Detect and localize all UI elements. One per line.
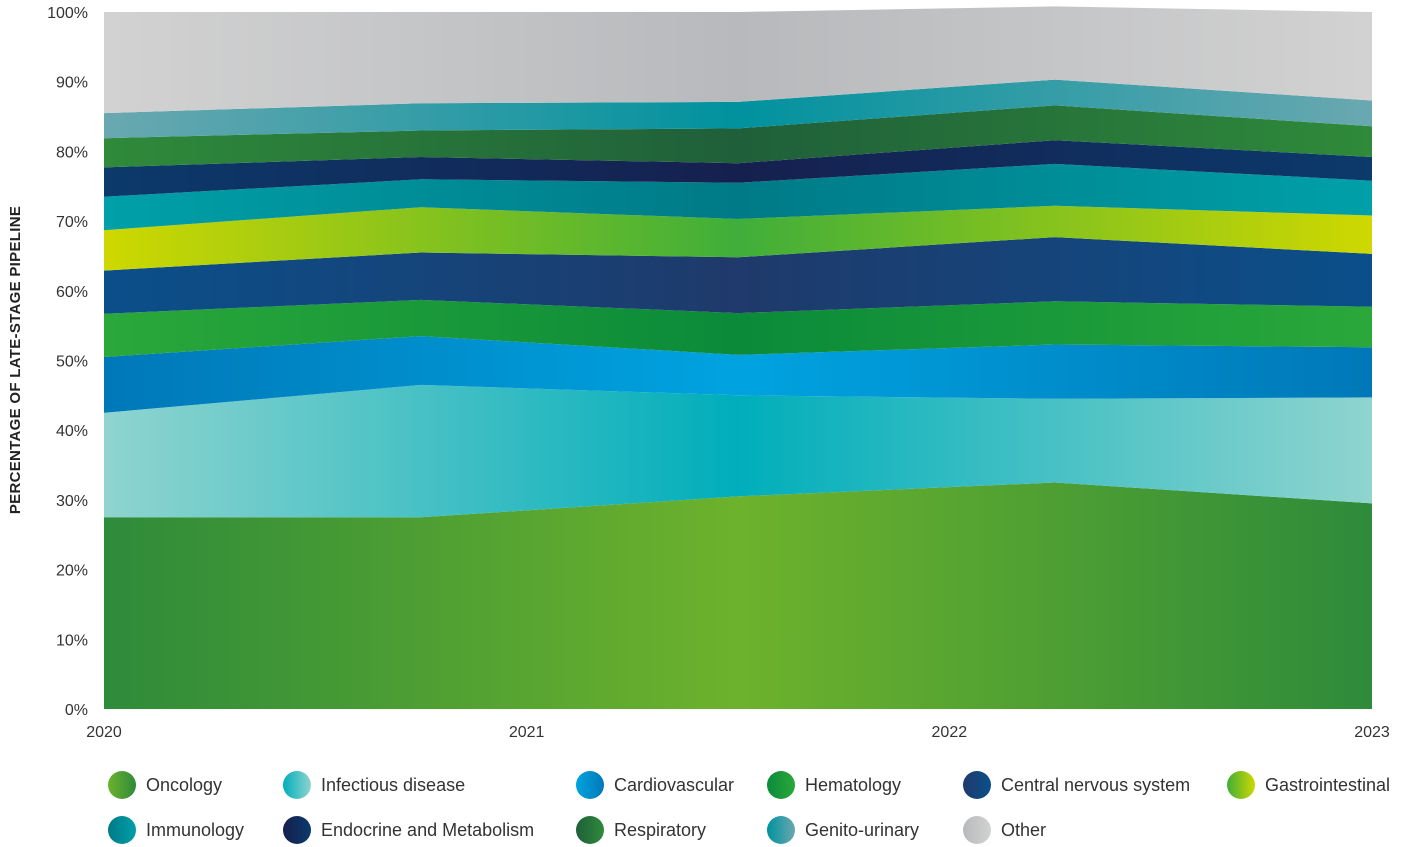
genito-urinary-swatch xyxy=(767,816,795,844)
y-tick-label: 0% xyxy=(65,702,88,719)
y-tick-label: 60% xyxy=(56,284,88,301)
area-cardiovascular xyxy=(104,336,1372,413)
x-tick-label: 2023 xyxy=(1354,724,1390,741)
legend-label: Central nervous system xyxy=(1001,774,1191,795)
x-tick-label: 2020 xyxy=(86,724,122,741)
x-axis-ticks: 2020 2021 2022 2023 xyxy=(86,724,1390,741)
area-other xyxy=(104,6,1372,114)
area-oncology xyxy=(104,482,1372,709)
legend-label: Genito-urinary xyxy=(805,819,920,840)
legend-label: Hematology xyxy=(805,774,902,795)
other-swatch xyxy=(963,816,991,844)
y-tick-label: 80% xyxy=(56,144,88,161)
legend-item-immunology: Immunology xyxy=(108,815,244,845)
area-infectious-disease xyxy=(104,384,1372,518)
immunology-swatch xyxy=(108,816,136,844)
legend-item-other: Other xyxy=(963,815,1046,845)
y-tick-label: 20% xyxy=(56,563,88,580)
central-nervous-system-swatch xyxy=(963,771,991,799)
legend-item-central-nervous-system: Central nervous system xyxy=(963,770,1190,800)
legend-item-cardiovascular: Cardiovascular xyxy=(576,770,734,800)
legend-item-respiratory: Respiratory xyxy=(576,815,706,845)
respiratory-swatch xyxy=(576,816,604,844)
legend-label: Oncology xyxy=(146,774,223,795)
legend-label: Gastrointestinal xyxy=(1265,774,1391,795)
gastrointestinal-swatch xyxy=(1227,771,1255,799)
legend-label: Infectious disease xyxy=(321,774,466,795)
infectious-disease-swatch xyxy=(283,771,311,799)
legend-label: Other xyxy=(1001,819,1047,840)
area-hematology xyxy=(104,299,1372,357)
stacked-area-chart: 0%10%20%30%40%50%60%70%80%90%100% 2020 20… xyxy=(7,5,1390,741)
hematology-swatch xyxy=(767,771,795,799)
legend-item-endocrine-and-metabolism: Endocrine and Metabolism xyxy=(283,815,534,845)
y-tick-label: 90% xyxy=(56,75,88,92)
area-respiratory xyxy=(104,105,1372,168)
legend-label: Immunology xyxy=(146,819,245,840)
x-tick-label: 2021 xyxy=(509,724,545,741)
endocrine-metabolism-swatch xyxy=(283,816,311,844)
legend-item-oncology: Oncology xyxy=(108,770,222,800)
legend-item-hematology: Hematology xyxy=(767,770,901,800)
y-axis-label: PERCENTAGE OF LATE-STAGE PIPELINE xyxy=(7,206,24,514)
area-endocrine-and-metabolism xyxy=(104,140,1372,197)
area-genito-urinary xyxy=(104,79,1372,139)
area-immunology xyxy=(104,163,1372,231)
area-gastrointestinal xyxy=(104,205,1372,271)
y-tick-label: 50% xyxy=(56,354,88,371)
y-tick-label: 70% xyxy=(56,214,88,231)
y-tick-label: 10% xyxy=(56,632,88,649)
legend-label: Endocrine and Metabolism xyxy=(321,819,535,840)
chart-legend: Oncology Infectious disease Cardiovascular… xyxy=(0,764,1418,847)
chart-areas xyxy=(104,6,1372,709)
y-tick-label: 100% xyxy=(47,5,88,22)
x-tick-label: 2022 xyxy=(932,724,968,741)
legend-item-gastrointestinal: Gastrointestinal xyxy=(1227,770,1390,800)
legend-label: Cardiovascular xyxy=(614,774,735,795)
y-axis-ticks: 0% 10% 20% 30% 40% 50% 60% 70% 80% 90% 100% xyxy=(47,5,88,719)
y-tick-label: 40% xyxy=(56,423,88,440)
legend-item-genito-urinary: Genito-urinary xyxy=(767,815,919,845)
legend-item-infectious-disease: Infectious disease xyxy=(283,770,465,800)
legend-label: Respiratory xyxy=(614,819,707,840)
cardiovascular-swatch xyxy=(576,771,604,799)
oncology-swatch xyxy=(108,771,136,799)
y-tick-label: 30% xyxy=(56,493,88,510)
area-central-nervous-system xyxy=(104,237,1372,314)
